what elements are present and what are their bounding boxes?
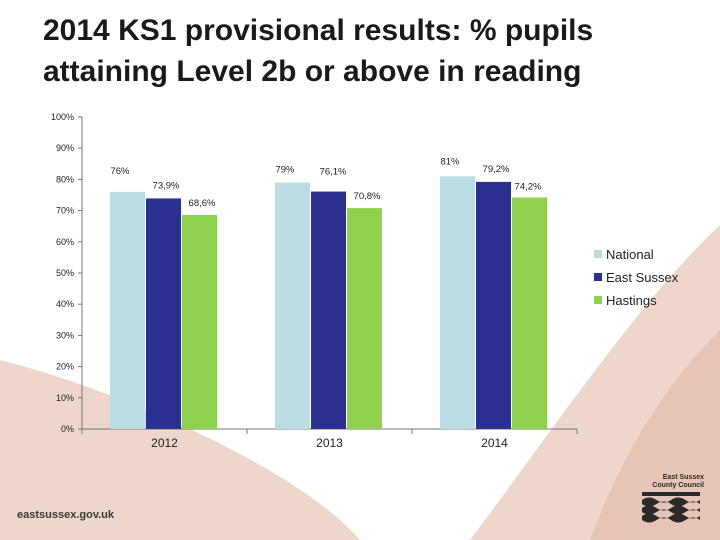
y-tick-label: 40% — [56, 299, 74, 309]
legend-swatch — [594, 273, 602, 281]
legend-label: East Sussex — [606, 270, 679, 285]
x-category-label: 2013 — [316, 436, 343, 450]
chart-data-labels: 76% 73,9% 68,6% 79% 76,1% 70,8% 81% 79,2% 74,2% — [110, 156, 542, 209]
y-tick-label: 80% — [56, 174, 74, 184]
bar-national-2014 — [440, 176, 475, 429]
bar-east-sussex-2012 — [146, 198, 181, 429]
bar-national-2012 — [110, 191, 145, 429]
background-wave-left — [0, 360, 360, 540]
y-tick-label: 50% — [56, 268, 74, 278]
data-label: 79,2% — [483, 164, 510, 175]
y-tick-label: 100% — [51, 112, 74, 122]
data-label: 70,8% — [354, 191, 381, 202]
chart-legend: National East Sussex Hastings — [594, 247, 679, 308]
y-tick-label: 70% — [56, 206, 74, 216]
legend-label: Hastings — [606, 293, 657, 308]
data-label: 74,2% — [515, 181, 542, 192]
legend-swatch — [594, 296, 602, 304]
legend-swatch — [594, 250, 602, 258]
data-label: 76,1% — [320, 167, 347, 178]
footer-url[interactable]: eastsussex.gov.uk — [17, 509, 115, 521]
y-tick-label: 60% — [56, 237, 74, 247]
bar-east-sussex-2013 — [311, 191, 346, 429]
y-tick-label: 90% — [56, 143, 74, 153]
bar-hastings-2013 — [347, 208, 382, 429]
bar-hastings-2012 — [182, 214, 217, 429]
x-category-label: 2012 — [151, 436, 178, 450]
y-tick-label: 20% — [56, 362, 74, 372]
data-label: 68,6% — [189, 198, 216, 209]
council-logo-icon — [642, 492, 700, 523]
bar-hastings-2014 — [512, 197, 547, 429]
slide-title: 2014 KS1 provisional results: % pupils a… — [43, 14, 594, 88]
data-label: 73,9% — [153, 180, 180, 191]
background-wave-right-inner — [590, 330, 720, 540]
x-category-label: 2014 — [481, 436, 508, 450]
y-tick-label: 10% — [56, 393, 74, 403]
council-logo-text: East Sussex County Council — [652, 474, 704, 489]
bar-national-2013 — [275, 182, 310, 429]
chart-bars — [110, 176, 547, 429]
data-label: 81% — [440, 156, 460, 167]
legend-label: National — [606, 247, 654, 262]
bar-east-sussex-2014 — [476, 181, 511, 429]
y-tick-label: 0% — [61, 424, 74, 434]
data-label: 79% — [275, 165, 295, 176]
data-label: 76% — [110, 166, 130, 177]
y-tick-label: 30% — [56, 330, 74, 340]
